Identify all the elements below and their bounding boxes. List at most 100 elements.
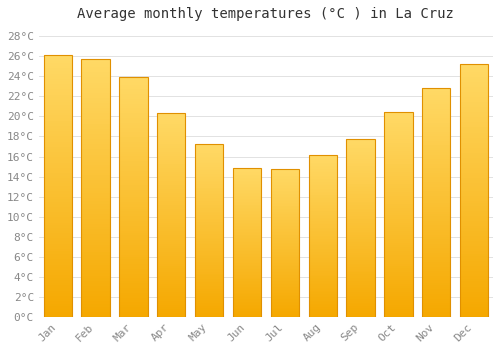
Bar [384,225,412,227]
Bar [157,258,186,260]
Bar [460,256,488,259]
Bar [82,250,110,252]
Bar [195,286,224,287]
Bar [195,225,224,227]
Bar [460,160,488,163]
Bar [270,260,299,262]
Bar [44,58,72,61]
Bar [460,264,488,266]
Bar [195,145,224,146]
Bar [460,94,488,97]
Bar [82,273,110,275]
Bar [157,156,186,158]
Bar [460,75,488,77]
Bar [233,273,261,275]
Bar [346,168,375,170]
Bar [384,143,412,145]
Bar [119,130,148,132]
Bar [157,205,186,207]
Bar [119,221,148,223]
Bar [195,227,224,229]
Bar [384,278,412,280]
Bar [119,231,148,233]
Bar [195,307,224,308]
Bar [82,271,110,273]
Bar [346,290,375,292]
Bar [157,299,186,301]
Bar [270,169,299,170]
Bar [308,159,337,161]
Bar [82,291,110,294]
Bar [44,157,72,160]
Bar [346,242,375,244]
Bar [460,284,488,287]
Bar [384,202,412,204]
Bar [270,195,299,197]
Bar [195,163,224,165]
Bar [270,283,299,284]
Bar [308,296,337,298]
Bar [82,255,110,258]
Bar [346,239,375,240]
Bar [233,260,261,261]
Bar [384,198,412,200]
Bar [460,153,488,155]
Bar [270,271,299,272]
Bar [384,309,412,311]
Bar [233,187,261,188]
Bar [195,246,224,248]
Bar [308,211,337,213]
Bar [233,197,261,199]
Bar [460,294,488,296]
Bar [270,231,299,232]
Bar [157,144,186,146]
Bar [384,112,412,317]
Bar [422,214,450,216]
Bar [119,209,148,211]
Bar [195,274,224,275]
Bar [422,132,450,134]
Bar [422,148,450,150]
Bar [384,304,412,307]
Bar [384,302,412,304]
Bar [460,168,488,170]
Bar [270,265,299,266]
Bar [195,294,224,296]
Bar [195,153,224,155]
Bar [233,209,261,211]
Bar [384,300,412,302]
Bar [82,62,110,64]
Bar [422,278,450,280]
Bar [119,247,148,250]
Bar [270,241,299,243]
Bar [82,129,110,132]
Bar [422,168,450,170]
Bar [346,226,375,228]
Bar [195,184,224,186]
Bar [82,67,110,70]
Bar [82,234,110,237]
Bar [460,287,488,289]
Bar [119,128,148,130]
Bar [460,148,488,150]
Bar [195,296,224,298]
Bar [82,206,110,209]
Bar [346,257,375,258]
Bar [308,268,337,270]
Bar [119,257,148,259]
Bar [308,310,337,312]
Bar [44,286,72,288]
Bar [44,113,72,116]
Bar [308,239,337,240]
Bar [384,209,412,211]
Bar [422,113,450,116]
Bar [44,225,72,228]
Bar [460,296,488,299]
Bar [82,275,110,278]
Bar [157,272,186,274]
Bar [233,180,261,181]
Bar [82,178,110,180]
Bar [460,92,488,94]
Bar [384,282,412,284]
Bar [195,291,224,293]
